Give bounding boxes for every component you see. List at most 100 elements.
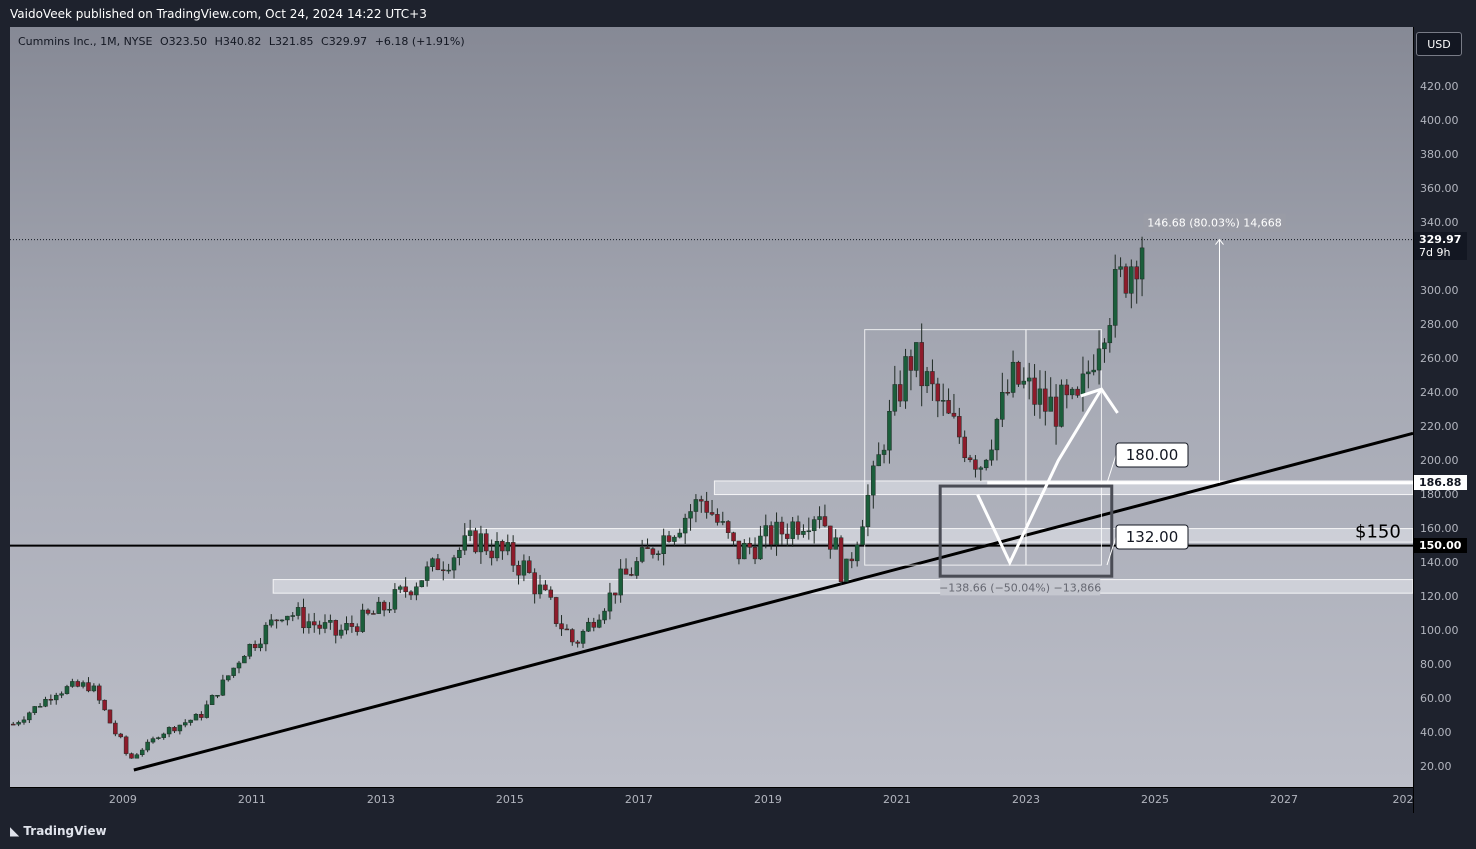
candle-body <box>301 607 306 629</box>
candle-body <box>720 521 726 523</box>
candle-body <box>252 643 258 649</box>
price-tag-150: 150.00 <box>1414 537 1469 553</box>
candle-body <box>618 568 623 596</box>
level-150-label: $150 <box>1355 522 1401 543</box>
candle-body <box>881 449 887 455</box>
price-tag-186: 186.88 <box>1414 474 1469 490</box>
candle-body <box>763 525 769 537</box>
candle-body <box>747 542 752 548</box>
y-tick-label: 280.00 <box>1420 317 1459 331</box>
candle-body <box>785 533 790 539</box>
candle-body <box>940 400 946 402</box>
candle-body <box>806 530 812 533</box>
candle-body <box>828 525 833 550</box>
candle-body <box>790 521 795 539</box>
time-axis[interactable]: 2009 2011 2013 2015 2017 2019 2021 2023 2025 2027… <box>10 787 1414 814</box>
candle-body <box>398 586 403 590</box>
x-tick-label: 2023 <box>1011 793 1040 806</box>
callout-132-text: 132.00 <box>1126 528 1179 546</box>
candle-body <box>887 411 892 451</box>
candle-body <box>1139 247 1145 280</box>
candle-body <box>489 550 494 559</box>
y-tick-label: 340.00 <box>1420 215 1459 229</box>
candle-body <box>48 698 54 701</box>
measure-up-arrowhead <box>1215 238 1224 245</box>
tradingview-logo[interactable]: ◣ TradingView <box>10 824 107 838</box>
candle-body <box>403 586 408 593</box>
candle-body <box>322 622 328 629</box>
candle-body <box>774 521 779 545</box>
candle-body <box>1032 377 1037 405</box>
candle-body <box>209 695 215 705</box>
price-tag-countdown: 7d 9h <box>1419 245 1451 259</box>
x-tick-label: 2013 <box>366 793 395 806</box>
candle-body <box>709 512 715 515</box>
candle-body <box>527 560 532 573</box>
right-edge <box>1467 27 1476 813</box>
y-tick-label: 80.00 <box>1420 657 1452 671</box>
candle-body <box>1102 342 1107 350</box>
candle-body <box>263 624 269 645</box>
candle-body <box>779 521 785 535</box>
candle-body <box>21 719 27 723</box>
candle-body <box>467 530 473 536</box>
x-tick-label: 2009 <box>108 793 137 806</box>
candle-body <box>629 574 634 576</box>
candle-body <box>344 623 349 631</box>
last-price-tag: 329.97 7d 9h <box>1414 231 1469 260</box>
top-bar: VaidoVeek published on TradingView.com, … <box>0 0 1476 27</box>
candle-body <box>591 621 597 628</box>
candle-body <box>570 629 575 643</box>
candle-body <box>967 457 973 460</box>
candle-body <box>682 517 688 534</box>
callout-180-text: 180.00 <box>1126 446 1179 464</box>
candle-body <box>220 679 226 696</box>
candle-body <box>53 694 59 701</box>
candle-body <box>279 619 285 622</box>
candle-body <box>204 704 209 718</box>
y-tick-label: 360.00 <box>1420 181 1459 195</box>
price-axis[interactable]: 20.00 40.00 60.00 80.00 100.00 120.00 140.00 16… <box>1413 27 1469 813</box>
candle-body <box>1129 266 1134 294</box>
candle-body <box>865 494 871 527</box>
candle-body <box>521 560 527 576</box>
candle-body <box>688 511 693 519</box>
legend-high: H340.82 <box>214 35 262 48</box>
candle-body <box>860 526 865 546</box>
footer-brand: TradingView <box>23 824 107 838</box>
y-tick-label: 100.00 <box>1420 623 1459 637</box>
candle-body <box>139 749 145 755</box>
chart-area[interactable]: 180.00 132.00 $150 146.68 (80.03%) 14,668 −1… <box>10 27 1413 787</box>
candle-body <box>236 662 242 669</box>
x-tick-label: 2025 <box>1140 793 1169 806</box>
measure-up-label-bg <box>1143 213 1286 232</box>
candle-body <box>919 342 924 387</box>
candle-body <box>75 681 80 687</box>
candle-body <box>930 371 935 385</box>
candle-body <box>731 532 736 542</box>
footer: ◣ TradingView <box>0 813 1476 849</box>
y-tick-label: 40.00 <box>1420 725 1452 739</box>
currency-button[interactable]: USD <box>1416 32 1462 56</box>
callout-180-box <box>1115 442 1189 468</box>
price-chart[interactable]: 180.00 132.00 $150 146.68 (80.03%) 14,668 −1… <box>10 27 1413 787</box>
candle-body <box>215 694 220 697</box>
candle-body <box>118 733 123 738</box>
candle-body <box>27 712 32 721</box>
x-tick-label: 2015 <box>495 793 524 806</box>
x-tick-label: 202 <box>1392 793 1414 806</box>
candle-body <box>1053 396 1059 427</box>
candle-body <box>854 544 860 562</box>
y-tick-label: 140.00 <box>1420 555 1459 569</box>
candle-body <box>623 568 629 575</box>
candle-body <box>661 535 666 554</box>
candle-body <box>306 621 312 629</box>
candle-body <box>113 722 118 735</box>
candle-body <box>441 569 446 572</box>
candle-body <box>645 547 650 550</box>
candle-body <box>37 706 43 708</box>
candle-body <box>1005 392 1010 394</box>
candle-body <box>381 601 387 611</box>
candle-body <box>586 621 591 632</box>
candle-body <box>537 584 543 595</box>
